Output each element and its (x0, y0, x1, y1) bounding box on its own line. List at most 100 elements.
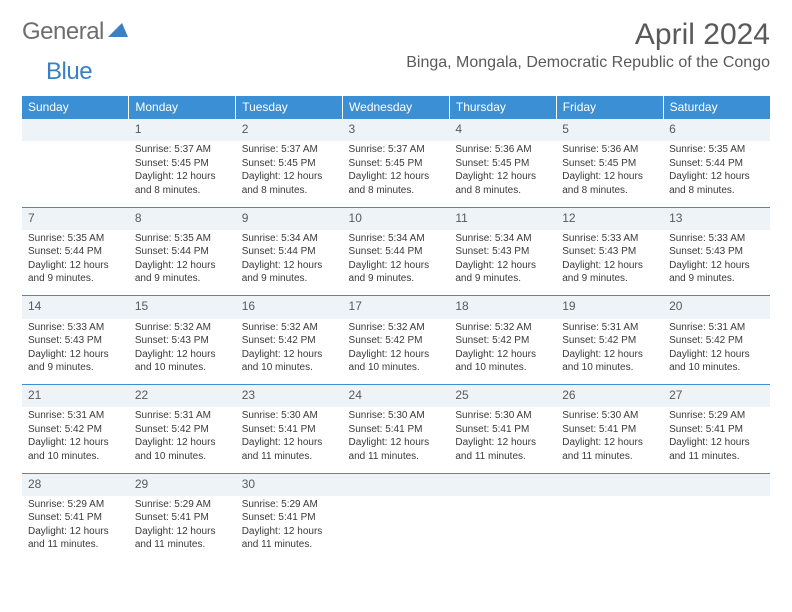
day-content-cell: Sunrise: 5:37 AMSunset: 5:45 PMDaylight:… (343, 141, 450, 207)
day-number-cell: 26 (556, 385, 663, 408)
sunrise-text: Sunrise: 5:36 AM (455, 143, 550, 157)
daylight-text: Daylight: 12 hours and 10 minutes. (562, 348, 657, 375)
day-number: 2 (242, 121, 337, 137)
day-number: 21 (28, 387, 123, 403)
logo-text-general: General (22, 18, 104, 46)
day-content-cell (22, 141, 129, 207)
week-daynum-row: 14151617181920 (22, 296, 770, 319)
day-content-cell: Sunrise: 5:32 AMSunset: 5:42 PMDaylight:… (449, 319, 556, 385)
day-number: 8 (135, 210, 230, 226)
sunrise-text: Sunrise: 5:31 AM (562, 321, 657, 335)
week-content-row: Sunrise: 5:33 AMSunset: 5:43 PMDaylight:… (22, 319, 770, 385)
sunset-text: Sunset: 5:43 PM (135, 334, 230, 348)
day-content-cell (343, 496, 450, 562)
day-header: Thursday (449, 96, 556, 119)
sunset-text: Sunset: 5:43 PM (455, 245, 550, 259)
day-number: 7 (28, 210, 123, 226)
daylight-text: Daylight: 12 hours and 9 minutes. (455, 259, 550, 286)
day-content-cell: Sunrise: 5:29 AMSunset: 5:41 PMDaylight:… (236, 496, 343, 562)
day-number-cell: 25 (449, 385, 556, 408)
daylight-text: Daylight: 12 hours and 10 minutes. (455, 348, 550, 375)
day-content-cell: Sunrise: 5:36 AMSunset: 5:45 PMDaylight:… (556, 141, 663, 207)
day-number: 6 (669, 121, 764, 137)
day-number-cell: 17 (343, 296, 450, 319)
day-content-cell: Sunrise: 5:36 AMSunset: 5:45 PMDaylight:… (449, 141, 556, 207)
day-content-cell: Sunrise: 5:29 AMSunset: 5:41 PMDaylight:… (663, 407, 770, 473)
sunrise-text: Sunrise: 5:34 AM (242, 232, 337, 246)
sunset-text: Sunset: 5:41 PM (669, 423, 764, 437)
sunset-text: Sunset: 5:41 PM (135, 511, 230, 525)
sunrise-text: Sunrise: 5:31 AM (28, 409, 123, 423)
day-number: 13 (669, 210, 764, 226)
daylight-text: Daylight: 12 hours and 10 minutes. (242, 348, 337, 375)
daylight-text: Daylight: 12 hours and 8 minutes. (562, 170, 657, 197)
logo: General (22, 18, 130, 46)
daylight-text: Daylight: 12 hours and 9 minutes. (242, 259, 337, 286)
daylight-text: Daylight: 12 hours and 9 minutes. (28, 348, 123, 375)
day-number: 30 (242, 476, 337, 492)
daylight-text: Daylight: 12 hours and 9 minutes. (135, 259, 230, 286)
day-content-cell: Sunrise: 5:32 AMSunset: 5:42 PMDaylight:… (343, 319, 450, 385)
day-content-cell: Sunrise: 5:31 AMSunset: 5:42 PMDaylight:… (663, 319, 770, 385)
day-number: 10 (349, 210, 444, 226)
daylight-text: Daylight: 12 hours and 8 minutes. (135, 170, 230, 197)
day-header: Monday (129, 96, 236, 119)
sunset-text: Sunset: 5:45 PM (562, 157, 657, 171)
week-content-row: Sunrise: 5:35 AMSunset: 5:44 PMDaylight:… (22, 230, 770, 296)
sunrise-text: Sunrise: 5:37 AM (135, 143, 230, 157)
day-number: 1 (135, 121, 230, 137)
day-header: Sunday (22, 96, 129, 119)
sunrise-text: Sunrise: 5:33 AM (28, 321, 123, 335)
day-number-cell: 14 (22, 296, 129, 319)
sunrise-text: Sunrise: 5:32 AM (242, 321, 337, 335)
daylight-text: Daylight: 12 hours and 11 minutes. (28, 525, 123, 552)
day-number-cell: 28 (22, 473, 129, 496)
sunset-text: Sunset: 5:45 PM (455, 157, 550, 171)
day-number-cell: 16 (236, 296, 343, 319)
sunrise-text: Sunrise: 5:30 AM (562, 409, 657, 423)
daylight-text: Daylight: 12 hours and 11 minutes. (669, 436, 764, 463)
day-content-cell: Sunrise: 5:31 AMSunset: 5:42 PMDaylight:… (22, 407, 129, 473)
day-header-row: SundayMondayTuesdayWednesdayThursdayFrid… (22, 96, 770, 119)
daylight-text: Daylight: 12 hours and 11 minutes. (242, 525, 337, 552)
sunrise-text: Sunrise: 5:36 AM (562, 143, 657, 157)
sunset-text: Sunset: 5:44 PM (242, 245, 337, 259)
day-number: 12 (562, 210, 657, 226)
daylight-text: Daylight: 12 hours and 11 minutes. (562, 436, 657, 463)
sunrise-text: Sunrise: 5:35 AM (135, 232, 230, 246)
daylight-text: Daylight: 12 hours and 9 minutes. (562, 259, 657, 286)
day-content-cell (663, 496, 770, 562)
day-number: 25 (455, 387, 550, 403)
sunrise-text: Sunrise: 5:35 AM (28, 232, 123, 246)
sunrise-text: Sunrise: 5:37 AM (349, 143, 444, 157)
day-number-cell: 11 (449, 207, 556, 230)
location-subtitle: Binga, Mongala, Democratic Republic of t… (406, 54, 770, 72)
daylight-text: Daylight: 12 hours and 10 minutes. (135, 348, 230, 375)
day-number-cell: 15 (129, 296, 236, 319)
daylight-text: Daylight: 12 hours and 11 minutes. (135, 525, 230, 552)
day-number-cell: 6 (663, 119, 770, 142)
day-header: Wednesday (343, 96, 450, 119)
day-number: 9 (242, 210, 337, 226)
week-daynum-row: 21222324252627 (22, 385, 770, 408)
sunset-text: Sunset: 5:42 PM (349, 334, 444, 348)
day-number-cell (663, 473, 770, 496)
daylight-text: Daylight: 12 hours and 11 minutes. (455, 436, 550, 463)
sunset-text: Sunset: 5:41 PM (28, 511, 123, 525)
sunset-text: Sunset: 5:41 PM (242, 511, 337, 525)
day-number-cell (22, 119, 129, 142)
day-number-cell: 20 (663, 296, 770, 319)
week-content-row: Sunrise: 5:29 AMSunset: 5:41 PMDaylight:… (22, 496, 770, 562)
day-number: 26 (562, 387, 657, 403)
day-header: Friday (556, 96, 663, 119)
sunset-text: Sunset: 5:42 PM (669, 334, 764, 348)
sunset-text: Sunset: 5:41 PM (349, 423, 444, 437)
day-number-cell: 23 (236, 385, 343, 408)
sunset-text: Sunset: 5:45 PM (242, 157, 337, 171)
sunrise-text: Sunrise: 5:34 AM (455, 232, 550, 246)
day-number-cell: 8 (129, 207, 236, 230)
day-content-cell: Sunrise: 5:35 AMSunset: 5:44 PMDaylight:… (22, 230, 129, 296)
daylight-text: Daylight: 12 hours and 10 minutes. (349, 348, 444, 375)
day-number-cell: 9 (236, 207, 343, 230)
day-number-cell: 22 (129, 385, 236, 408)
